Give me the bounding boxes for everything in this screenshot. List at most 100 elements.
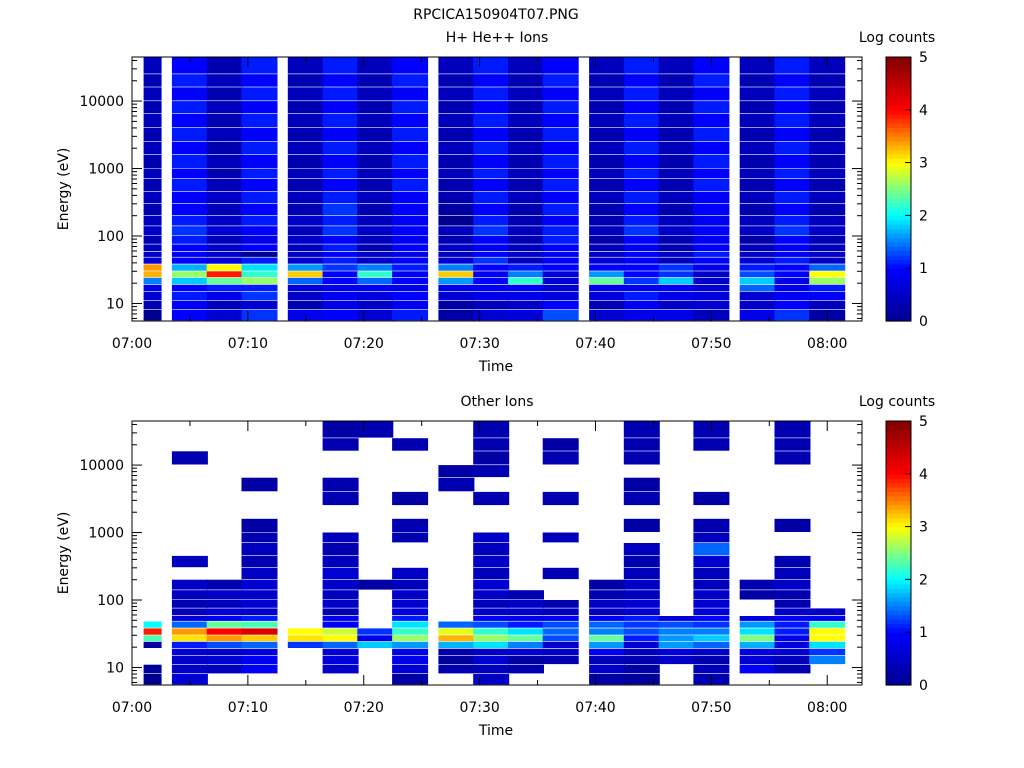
heatmap-cell: [241, 477, 278, 492]
heatmap-cell: [171, 113, 208, 128]
heatmap-cell: [542, 101, 579, 114]
heatmap-cell: [287, 641, 324, 648]
heatmap-cell: [809, 74, 846, 87]
heatmap-cell: [809, 635, 846, 642]
colorbar-swatch: [886, 561, 911, 567]
heatmap-cell: [693, 600, 730, 608]
heatmap-cell: [357, 421, 394, 438]
heatmap-cell: [774, 451, 811, 465]
heatmap-cell: [287, 168, 324, 179]
heatmap-cell: [809, 621, 846, 628]
heatmap-cell: [357, 277, 394, 284]
heatmap-cell: [508, 179, 544, 192]
heatmap-cell: [241, 567, 278, 580]
heatmap-cell: [287, 101, 324, 114]
heatmap-cell: [287, 628, 324, 635]
heatmap-cell: [392, 236, 429, 244]
heatmap-cell: [287, 264, 324, 271]
heatmap-cell: [241, 87, 278, 101]
heatmap-cell: [542, 244, 579, 252]
heatmap-cell: [589, 277, 626, 284]
heatmap-cell: [143, 226, 162, 236]
heatmap-cell: [287, 277, 324, 284]
heatmap-cell: [241, 101, 278, 114]
heatmap-cell: [438, 257, 475, 264]
heatmap-cell: [473, 648, 510, 655]
heatmap-cell: [774, 300, 811, 310]
colorbar-swatch: [886, 211, 911, 216]
heatmap-cell: [774, 191, 811, 204]
colorbar-swatch: [886, 429, 911, 435]
heatmap-cell: [508, 608, 544, 616]
heatmap-cell: [438, 648, 475, 655]
heatmap-cell: [392, 567, 429, 580]
heatmap-cell: [508, 300, 544, 310]
heatmap-cell: [438, 664, 475, 674]
heatmap-cell: [739, 244, 776, 252]
heatmap-cell: [809, 215, 846, 226]
heatmap-cell: [542, 532, 579, 543]
heatmap-cell: [392, 168, 429, 179]
colorbar-swatch: [886, 127, 911, 133]
heatmap-cell: [322, 641, 359, 648]
colorbar-swatch: [886, 548, 911, 554]
colorbar-swatch: [886, 605, 911, 611]
heatmap-cell: [589, 257, 626, 264]
heatmap-cell: [589, 179, 626, 192]
heatmap-cell: [658, 203, 695, 216]
heatmap-cell: [623, 101, 660, 114]
heatmap-cell: [206, 655, 243, 665]
heatmap-cell: [322, 616, 359, 621]
heatmap-cell: [322, 277, 359, 284]
heatmap-cell: [171, 264, 208, 271]
heatmap-cell: [206, 616, 243, 621]
colorbar-swatch: [886, 632, 911, 638]
heatmap-cell: [589, 291, 626, 301]
heatmap-cell: [438, 264, 475, 271]
heatmap-cell: [589, 215, 626, 226]
heatmap-cell: [623, 664, 660, 674]
heatmap-cell: [241, 74, 278, 87]
heatmap-cell: [206, 310, 243, 321]
heatmap-cell: [392, 621, 429, 628]
heatmap-cell: [542, 451, 579, 465]
colorbar-swatch: [886, 171, 911, 177]
heatmap-cell: [693, 264, 730, 271]
heatmap-cell: [774, 648, 811, 655]
heatmap-cell: [392, 532, 429, 543]
heatmap-cell: [542, 257, 579, 264]
heatmap-cell: [473, 203, 510, 216]
heatmap-cell: [171, 215, 208, 226]
heatmap-cell: [438, 252, 475, 257]
heatmap-cell: [774, 168, 811, 179]
heatmap-cell: [508, 655, 544, 665]
heatmap-cell: [392, 608, 429, 616]
heatmap-cell: [438, 87, 475, 101]
heatmap-cell: [357, 113, 394, 128]
heatmap-cell: [241, 664, 278, 674]
heatmap-cell: [508, 257, 544, 264]
heatmap-cell: [206, 168, 243, 179]
colorbar-swatch: [886, 478, 911, 484]
heatmap-cell: [392, 113, 429, 128]
heatmap-cell: [589, 635, 626, 642]
heatmap-cell: [473, 438, 510, 451]
heatmap-cell: [287, 113, 324, 128]
heatmap-cell: [809, 168, 846, 179]
heatmap-cell: [241, 590, 278, 600]
figure-title: RPCICA150904T07.PNG: [413, 7, 578, 23]
heatmap-cell: [206, 621, 243, 628]
heatmap-cell: [774, 101, 811, 114]
colorbar-tick-label: 5: [919, 50, 928, 66]
colorbar-swatch: [886, 131, 911, 137]
heatmap-cell: [508, 641, 544, 648]
heatmap-cell: [322, 203, 359, 216]
heatmap-cell: [357, 74, 394, 87]
heatmap-cell: [739, 101, 776, 114]
heatmap-cell: [143, 271, 162, 278]
heatmap-cell: [542, 600, 579, 608]
heatmap-cell: [508, 628, 544, 635]
heatmap-cell: [739, 310, 776, 321]
heatmap-cell: [589, 74, 626, 87]
heatmap-cell: [473, 291, 510, 301]
